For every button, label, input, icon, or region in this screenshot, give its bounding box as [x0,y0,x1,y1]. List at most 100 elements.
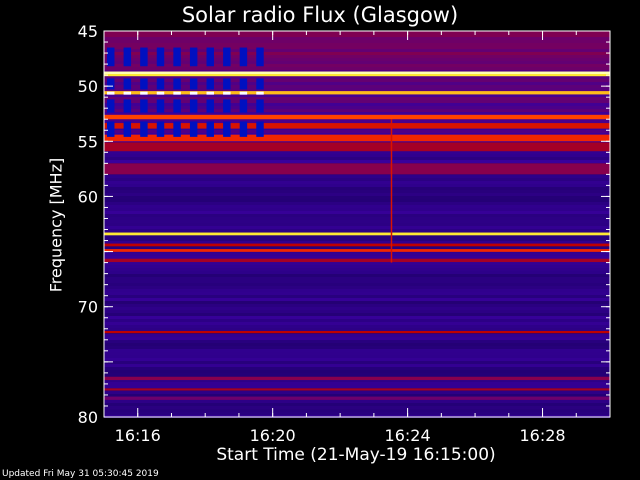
calibration-block [107,121,115,137]
spectrogram-row [104,52,610,55]
calibration-block [189,47,198,67]
spectrogram-row [104,289,610,292]
spectrogram-row [104,112,610,115]
spectrogram-row [104,55,610,58]
spectrogram-row [104,133,610,136]
spectrogram-row [104,370,610,373]
spectrogram-row [104,307,610,310]
spectrogram-row [104,283,610,286]
y-tick-label: 70 [78,298,98,317]
spectrogram-row [104,184,610,187]
spectrogram-row [104,352,610,355]
frequency-band [104,232,610,236]
calibration-block [173,78,181,90]
spectrogram-row [104,274,610,277]
x-tick-label: 16:28 [519,426,565,445]
spectrogram-row [104,355,610,358]
calibration-block [140,78,148,90]
calibration-block [173,47,181,67]
frequency-band [104,258,610,263]
spectrogram-row [104,262,610,265]
spectrogram-row [104,211,610,214]
calibration-block [223,78,231,90]
calibration-block [156,47,165,67]
calibration-block [156,78,165,90]
plot-frame [103,30,611,418]
calibration-block [239,91,248,95]
spectrogram-row [104,349,610,352]
frequency-band [104,249,610,252]
calibration-block [239,121,248,137]
spectrogram-row [104,295,610,298]
spectrogram-row [104,304,610,307]
calibration-block [173,99,181,113]
frequency-band [104,91,610,95]
spectrogram-row [104,208,610,211]
spectrogram-row [104,253,610,256]
frequency-band [104,71,610,75]
y-tick-label: 45 [78,22,98,41]
frequency-band [104,243,610,247]
frequency-band [104,388,610,391]
spectrogram-row [104,367,610,370]
spectrogram-row [104,238,610,241]
spectrogram-row [104,196,610,199]
spectrogram-row [104,268,610,271]
spectrogram-row [104,31,610,34]
spectrogram-row [104,277,610,280]
spectrogram-row [104,301,610,304]
calibration-block [140,91,148,95]
spectrogram-row [104,328,610,331]
x-axis-label: Start Time (21-May-19 16:15:00) [216,445,496,465]
spectrogram-row [104,364,610,367]
spectrogram-row [104,310,610,313]
calibration-block [156,121,165,137]
spectrogram-row [104,247,610,250]
spectrogram-row [104,40,610,43]
spectrogram-row [104,97,610,100]
spectrogram-row [104,241,610,244]
frequency-band [104,142,610,152]
frequency-band [104,163,610,175]
spectrogram-row [104,58,610,61]
spectrogram-row [104,67,610,70]
chart-title: Solar radio Flux (Glasgow) [181,3,459,27]
calibration-block [189,91,198,95]
calibration-block [173,91,181,95]
calibration-block [206,99,214,113]
spectrogram-row [104,340,610,343]
spectrogram-row [104,106,610,109]
calibration-block [206,47,214,67]
calibration-block [156,99,165,113]
spectrogram-row [104,118,610,121]
spectrogram-row [104,217,610,220]
calibration-block [256,47,264,67]
spectrogram-row [104,79,610,82]
calibration-block [256,91,264,95]
y-tick-label: 80 [78,408,98,427]
burst-line [390,119,393,263]
calibration-block [256,99,264,113]
spectrogram-row [104,286,610,289]
spectrogram-row [104,346,610,349]
spectrogram-row [104,412,610,415]
spectrogram-row [104,391,610,394]
spectrogram-row [104,121,610,124]
spectrogram-row [104,382,610,385]
x-tick-label: 16:20 [250,426,296,445]
calibration-block [123,121,132,137]
spectrogram-row [104,343,610,346]
spectrogram-row [104,205,610,208]
calibration-block [206,121,214,137]
spectrogram-row [104,190,610,193]
spectrogram-row [104,37,610,40]
calibration-block [123,99,132,113]
y-tick-label: 55 [78,132,98,151]
y-tick-label: 60 [78,187,98,206]
calibration-block [239,47,248,67]
plot-area [104,31,610,418]
spectrogram-row [104,235,610,238]
spectrogram-row [104,229,610,232]
spectrogram-row [104,178,610,181]
spectrogram-row [104,325,610,328]
